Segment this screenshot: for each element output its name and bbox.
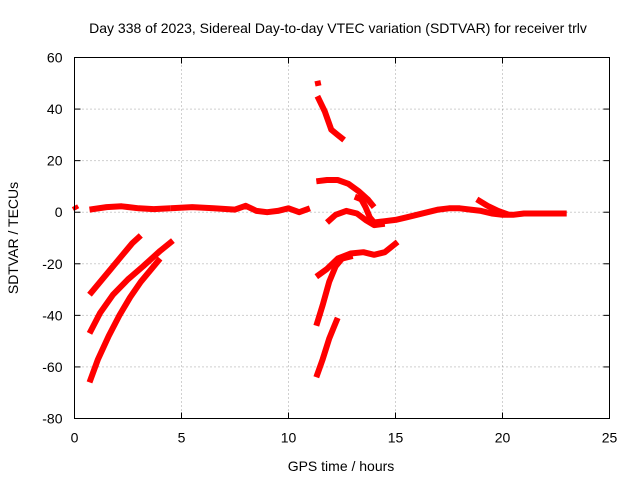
x-tick-label: 0 — [71, 430, 79, 446]
series-sat-8 — [315, 177, 377, 210]
grid — [74, 57, 610, 419]
series-sat-3 — [87, 233, 143, 297]
x-tick-label: 10 — [281, 430, 297, 446]
series-sat-5 — [86, 256, 163, 384]
x-tick-label: 20 — [495, 430, 511, 446]
series-sat-1 — [89, 203, 171, 213]
data-series — [71, 80, 567, 384]
x-axis-label: GPS time / hours — [288, 458, 395, 474]
series-sat-4 — [86, 238, 175, 335]
y-tick-label: -20 — [42, 256, 62, 272]
series-sat-7 — [314, 94, 346, 143]
series-sat-12 — [475, 196, 510, 218]
series-sat-2 — [170, 202, 311, 216]
series-sat-11 — [373, 205, 567, 226]
y-tick-label: -40 — [42, 307, 62, 323]
y-axis-label: SDTVAR / TECUs — [5, 182, 21, 294]
chart-title: Day 338 of 2023, Sidereal Day-to-day VTE… — [89, 20, 587, 36]
y-tick-label: 20 — [47, 153, 63, 169]
series-sat-15 — [313, 316, 341, 379]
series-sat-14 — [313, 253, 354, 327]
ticks: 0 5 10 15 20 25 -80 -60 -40 -20 0 20 40 60 — [42, 50, 617, 446]
series-sat-10 — [324, 207, 386, 229]
y-tick-label: -80 — [42, 411, 62, 427]
y-tick-label: 60 — [47, 50, 63, 66]
x-tick-label: 5 — [178, 430, 186, 446]
y-tick-label: 40 — [47, 101, 63, 117]
y-tick-label: -60 — [42, 359, 62, 375]
plot-frame — [74, 57, 610, 419]
series-sat-9 — [353, 193, 377, 225]
series-sat-6 — [314, 80, 322, 87]
x-tick-label: 25 — [602, 430, 618, 446]
x-tick-label: 15 — [388, 430, 404, 446]
series-sat-13 — [314, 239, 400, 280]
y-tick-label: 0 — [55, 204, 63, 220]
